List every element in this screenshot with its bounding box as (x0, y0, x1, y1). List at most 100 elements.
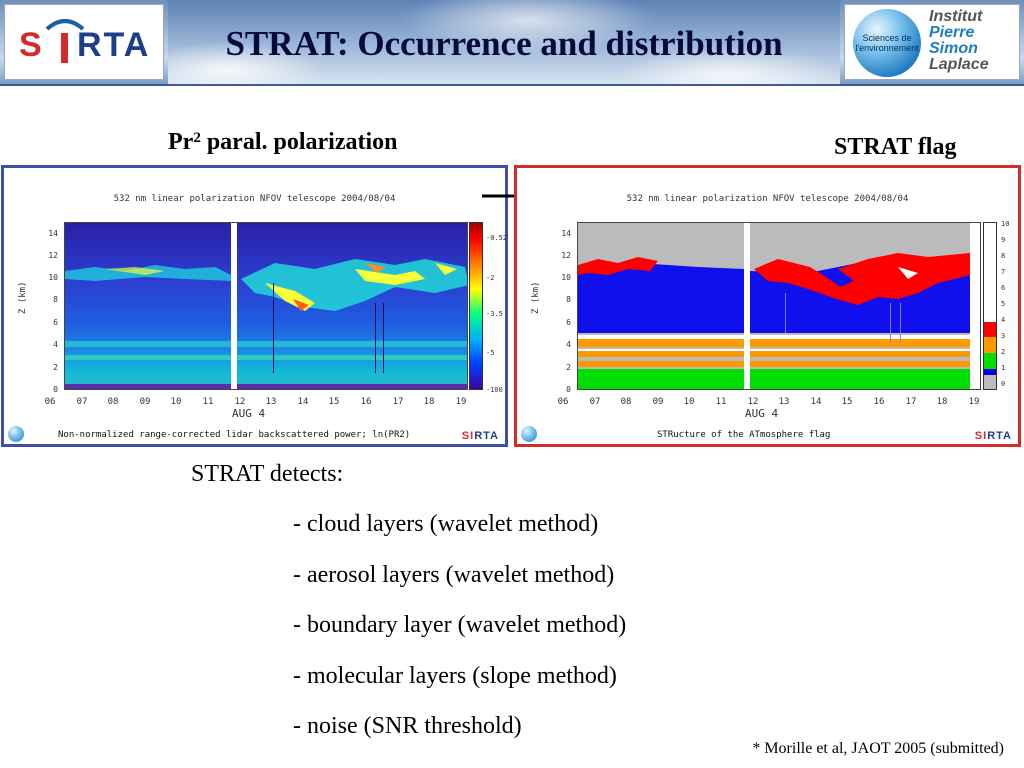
sirta-logo-text-left: S (19, 26, 42, 64)
right-x-tick: 08 (620, 397, 632, 407)
mini-logo-letters: RTA (474, 430, 499, 442)
left-x-tick: 07 (76, 397, 88, 407)
left-y-tick: 2 (53, 363, 58, 372)
detect-item: - boundary layer (wavelet method) (293, 612, 627, 638)
right-x-tick: 19 (968, 397, 980, 407)
ipsl-globe-text: Sciences de l'environnement (855, 33, 919, 53)
detect-item: - cloud layers (wavelet method) (293, 511, 599, 537)
left-label-superscript: 2 (193, 130, 201, 146)
left-x-tick: 06 (44, 397, 56, 407)
left-x-tick: 16 (360, 397, 372, 407)
detect-item: - noise (SNR threshold) (293, 713, 522, 739)
right-x-tick: 09 (652, 397, 664, 407)
flag-tick: 1 (1001, 364, 1006, 372)
slide-title: STRAT: Occurrence and distribution (225, 24, 783, 63)
right-y-tick: 12 (561, 251, 571, 260)
ipsl-name: Institut Pierre Simon Laplace (929, 9, 1019, 73)
left-x-tick: 11 (202, 397, 214, 407)
colorbar-tick: -100 (486, 386, 503, 394)
colorbar-tick: -3.5 (486, 310, 503, 318)
flag-tick: 6 (1001, 284, 1006, 292)
left-x-tick: 18 (423, 397, 435, 407)
right-y-tick: 6 (566, 318, 571, 327)
strat-flag-panel: 532 nm linear polarization NFOV telescop… (514, 165, 1021, 447)
right-x-tick: 10 (683, 397, 695, 407)
sirta-mini-logo: SIRTA (462, 430, 499, 442)
left-panel-caption: Non-normalized range-corrected lidar bac… (58, 430, 411, 440)
left-label-prefix: Pr (168, 129, 194, 155)
ipsl-logo: Sciences de l'environnement Institut Pie… (844, 4, 1020, 80)
ipsl-globe-icon: Sciences de l'environnement (853, 9, 921, 77)
right-panel-label: STRAT flag (834, 134, 957, 160)
right-y-tick: 10 (561, 273, 571, 282)
ipsl-line-3: Simon (929, 40, 978, 57)
right-x-tick: 15 (841, 397, 853, 407)
detects-heading: STRAT detects: (191, 461, 344, 487)
right-x-tick: 18 (936, 397, 948, 407)
right-y-tick: 8 (566, 295, 571, 304)
flag-tick: 3 (1001, 332, 1006, 340)
header-divider (0, 84, 1024, 86)
left-label-suffix: paral. polarization (200, 129, 398, 155)
left-y-tick: 8 (53, 295, 58, 304)
colorbar-tick: -5 (486, 349, 495, 357)
left-x-tick: 17 (392, 397, 404, 407)
flag-swatch-molecular (984, 369, 996, 375)
ipsl-mini-logo-icon (521, 426, 537, 442)
sirta-logo-graphic (45, 19, 85, 63)
right-panel-caption: STRucture of the ATmosphere flag (657, 430, 831, 440)
left-y-tick: 4 (53, 340, 58, 349)
sirta-mini-logo: SIRTA (975, 430, 1012, 442)
left-y-tick: 0 (53, 385, 58, 394)
mini-logo-letter: I (983, 430, 988, 442)
flag-tick: 9 (1001, 236, 1006, 244)
right-x-tick: 16 (873, 397, 885, 407)
mini-logo-letters: RTA (987, 430, 1012, 442)
left-y-tick: 14 (48, 229, 58, 238)
mini-logo-letter: S (461, 430, 471, 442)
lidar-backscatter-image (64, 222, 468, 390)
mini-logo-letter: S (974, 430, 984, 442)
sirta-logo-text-right: RTA (77, 26, 151, 64)
flag-swatch-boundary (984, 353, 996, 369)
left-x-tick: 13 (265, 397, 277, 407)
right-x-tick: 17 (905, 397, 917, 407)
flag-swatch-noise (984, 375, 996, 389)
left-x-tick: 09 (139, 397, 151, 407)
flag-swatch-cloud (984, 322, 996, 337)
detect-item: - aerosol layers (wavelet method) (293, 562, 615, 588)
flag-tick: 4 (1001, 316, 1006, 324)
flag-tick: 0 (1001, 380, 1006, 388)
flag-tick: 2 (1001, 348, 1006, 356)
left-y-tick: 10 (48, 273, 58, 282)
left-y-tick: 12 (48, 251, 58, 260)
flag-tick: 8 (1001, 252, 1006, 260)
flag-tick: 10 (1001, 220, 1010, 228)
right-x-tick: 13 (778, 397, 790, 407)
right-x-axis-label: AUG 4 (745, 407, 779, 420)
flag-swatch-aerosol (984, 337, 996, 353)
right-x-tick: 14 (810, 397, 822, 407)
slide-header: S RTA STRAT: Occurrence and distribution… (0, 0, 1024, 84)
left-x-tick: 14 (297, 397, 309, 407)
mini-logo-letter: I (470, 430, 475, 442)
sky-banner-image (168, 0, 840, 84)
left-y-axis-label: Z (km) (18, 281, 28, 314)
left-plot-title: 532 nm linear polarization NFOV telescop… (113, 194, 396, 204)
lidar-backscatter-panel: 532 nm linear polarization NFOV telescop… (1, 165, 508, 447)
right-x-tick: 11 (715, 397, 727, 407)
flag-swatch-white (984, 223, 996, 322)
right-x-tick: 06 (557, 397, 569, 407)
right-y-tick: 2 (566, 363, 571, 372)
left-x-tick: 10 (170, 397, 182, 407)
right-y-tick: 14 (561, 229, 571, 238)
left-x-tick: 19 (455, 397, 467, 407)
sirta-logo: S RTA (4, 4, 164, 80)
right-x-tick: 07 (589, 397, 601, 407)
flag-color-scale (983, 222, 997, 390)
reference-note: * Morille et al, JAOT 2005 (submitted) (752, 740, 1004, 757)
colorbar-tick: -2 (486, 274, 495, 282)
ipsl-line-1: Institut (929, 8, 983, 25)
right-y-axis-label: Z (km) (531, 281, 541, 314)
flag-tick: 5 (1001, 300, 1006, 308)
